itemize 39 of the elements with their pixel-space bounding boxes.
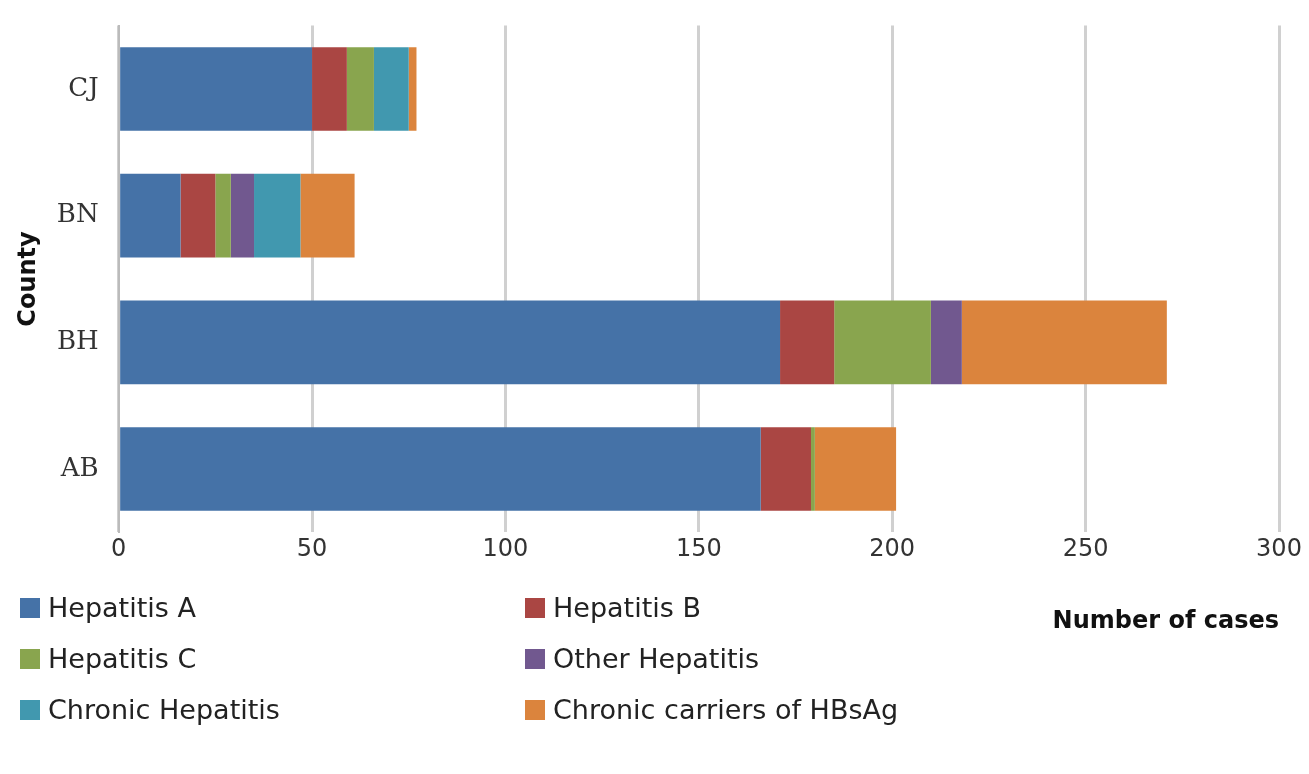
y-tick-label: BN	[56, 198, 99, 229]
bar	[120, 427, 761, 511]
bar	[120, 173, 181, 258]
legend-label: Hepatitis C	[48, 643, 197, 674]
bar	[811, 427, 815, 511]
x-tick-label: 300	[1256, 534, 1302, 563]
x-tick-label: 50	[296, 534, 328, 563]
bar	[814, 427, 897, 511]
y-tick-label: BH	[56, 325, 99, 356]
bar	[760, 427, 811, 511]
bar	[780, 300, 835, 385]
x-axis-title: Number of cases	[1052, 605, 1279, 634]
bar	[215, 173, 231, 258]
bar	[180, 173, 216, 258]
bar	[373, 47, 409, 131]
bar	[120, 300, 781, 385]
x-tick-label: 150	[675, 534, 722, 563]
x-tick-label: 200	[869, 534, 916, 563]
x-tick-label: 100	[482, 534, 529, 563]
legend-label: Other Hepatitis	[553, 643, 760, 674]
bar	[961, 300, 1167, 385]
y-tick-label: AB	[59, 451, 99, 482]
x-tick-label: 0	[111, 534, 127, 563]
bar	[346, 47, 374, 131]
bar	[930, 300, 962, 385]
legend-label: Hepatitis A	[48, 592, 196, 623]
bar	[312, 47, 347, 131]
bar	[834, 300, 931, 385]
bar	[300, 173, 355, 258]
y-tick-label: CJ	[68, 71, 99, 102]
bar	[230, 173, 255, 258]
bar	[254, 173, 301, 258]
legend-label: Chronic Hepatitis	[48, 694, 280, 725]
y-axis-title: County	[12, 230, 41, 327]
legend-label: Hepatitis B	[553, 592, 701, 623]
bar	[120, 47, 313, 131]
legend-label: Chronic carriers of HBsAg	[553, 694, 899, 725]
x-tick-label: 250	[1062, 534, 1109, 563]
bar	[408, 47, 417, 131]
